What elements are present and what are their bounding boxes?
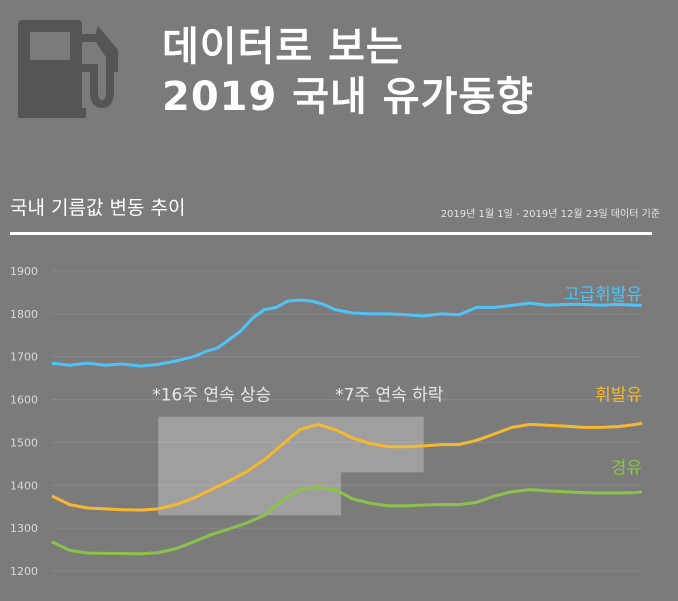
annotation-label-2: *7주 연속 하락: [335, 386, 444, 406]
divider: [10, 232, 652, 235]
series-line-2: [51, 421, 643, 512]
annotation-label-1: *16주 연속 상승: [152, 386, 271, 406]
y-tick-label: 1200: [10, 565, 38, 578]
y-tick-label: 1500: [10, 436, 38, 449]
source-note: 2019년 1월 1일 - 2019년 12월 23일 데이터 기준: [440, 209, 660, 220]
y-tick-label: 1900: [10, 265, 38, 278]
fuel-pump-icon: [18, 20, 118, 118]
series-line-1: [51, 298, 642, 368]
y-tick-label: 1400: [10, 479, 38, 492]
title-line-2: 2019 국내 유가동향: [162, 74, 534, 120]
y-tick-label: 1300: [10, 522, 38, 535]
y-tick-label: 1600: [10, 394, 38, 407]
y-tick-label: 1800: [10, 308, 38, 321]
series-label-3: 경유: [611, 458, 642, 478]
series-label-1: 고급휘발유: [564, 285, 642, 305]
series-line-3: [51, 485, 643, 556]
page-title: 데이터로 보는 2019 국내 유가동향: [162, 22, 534, 122]
chart-subtitle: 국내 기름값 변동 추이: [10, 197, 186, 219]
series-label-2: 휘발유: [595, 385, 642, 405]
title-line-1: 데이터로 보는: [162, 24, 404, 70]
y-tick-label: 1700: [10, 351, 38, 364]
